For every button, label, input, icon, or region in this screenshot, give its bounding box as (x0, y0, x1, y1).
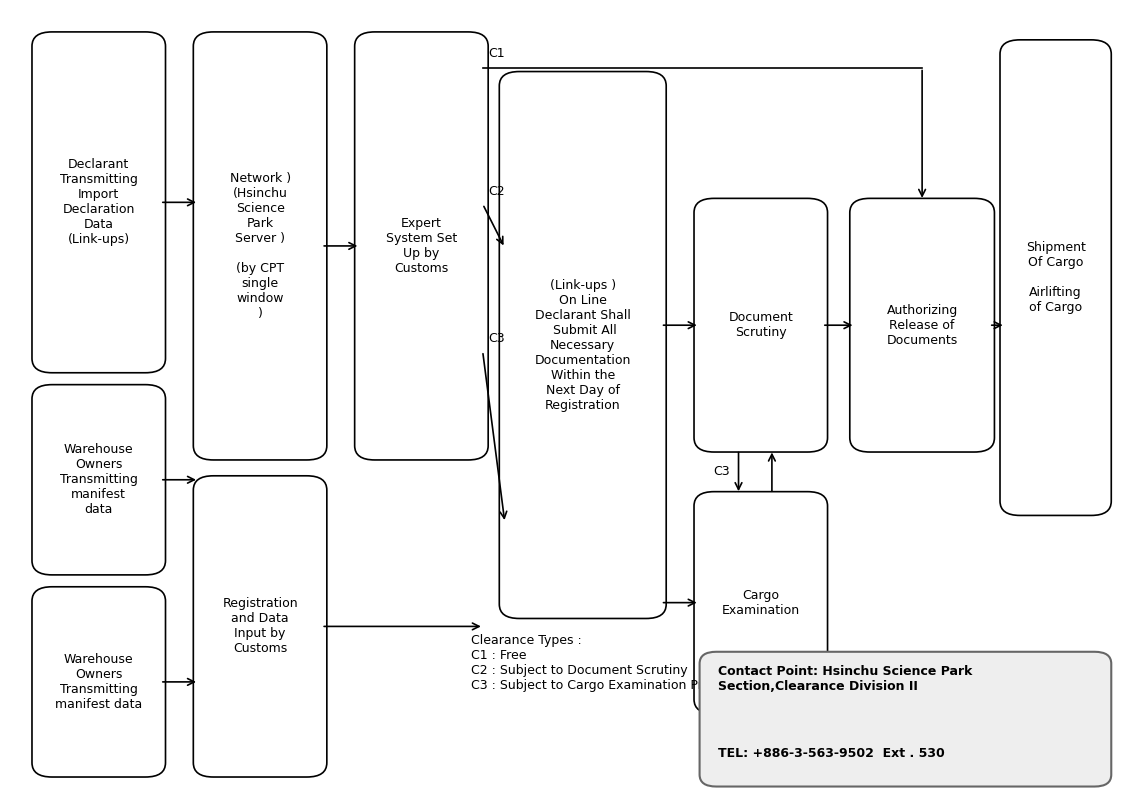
Text: Registration
and Data
Input by
Customs: Registration and Data Input by Customs (222, 598, 298, 655)
Text: (Link-ups )
On Line
Declarant Shall
 Submit All
Necessary
Documentation
Within t: (Link-ups ) On Line Declarant Shall Subm… (535, 279, 631, 412)
Text: Warehouse
Owners
Transmitting
manifest data: Warehouse Owners Transmitting manifest d… (55, 653, 142, 711)
Text: Contact Point: Hsinchu Science Park
Section,Clearance Division II: Contact Point: Hsinchu Science Park Sect… (719, 666, 973, 693)
FancyBboxPatch shape (1000, 40, 1111, 515)
Text: Authorizing
Release of
Documents: Authorizing Release of Documents (887, 304, 957, 347)
Text: Declarant
Transmitting
Import
Declaration
Data
(Link-ups): Declarant Transmitting Import Declaratio… (59, 159, 138, 247)
FancyBboxPatch shape (193, 476, 327, 777)
FancyBboxPatch shape (33, 587, 166, 777)
Text: Document
Scrutiny: Document Scrutiny (729, 312, 794, 339)
FancyBboxPatch shape (850, 199, 994, 452)
Text: Clearance Types :
C1 : Free
C2 : Subject to Document Scrutiny
C3 : Subject to Ca: Clearance Types : C1 : Free C2 : Subject… (472, 634, 856, 692)
FancyBboxPatch shape (700, 652, 1111, 787)
Text: Shipment
Of Cargo

Airlifting
of Cargo: Shipment Of Cargo Airlifting of Cargo (1026, 241, 1085, 314)
Text: Cargo
Examination: Cargo Examination (722, 589, 800, 617)
Text: Expert
System Set
Up by
Customs: Expert System Set Up by Customs (386, 217, 457, 275)
FancyBboxPatch shape (193, 32, 327, 460)
FancyBboxPatch shape (694, 492, 827, 714)
FancyBboxPatch shape (694, 199, 827, 452)
Text: C3: C3 (488, 332, 504, 344)
Text: Warehouse
Owners
Transmitting
manifest
data: Warehouse Owners Transmitting manifest d… (59, 443, 138, 517)
Text: Network )
(Hsinchu
Science
Park
Server )

(by CPT
single
window
): Network ) (Hsinchu Science Park Server )… (230, 172, 290, 320)
Text: TEL: +886-3-563-9502  Ext . 530: TEL: +886-3-563-9502 Ext . 530 (719, 747, 945, 760)
Text: C1: C1 (488, 46, 504, 59)
FancyBboxPatch shape (499, 71, 666, 618)
Text: C3: C3 (714, 465, 730, 478)
FancyBboxPatch shape (354, 32, 488, 460)
FancyBboxPatch shape (33, 384, 166, 575)
Text: C2: C2 (488, 184, 504, 198)
FancyBboxPatch shape (33, 32, 166, 372)
